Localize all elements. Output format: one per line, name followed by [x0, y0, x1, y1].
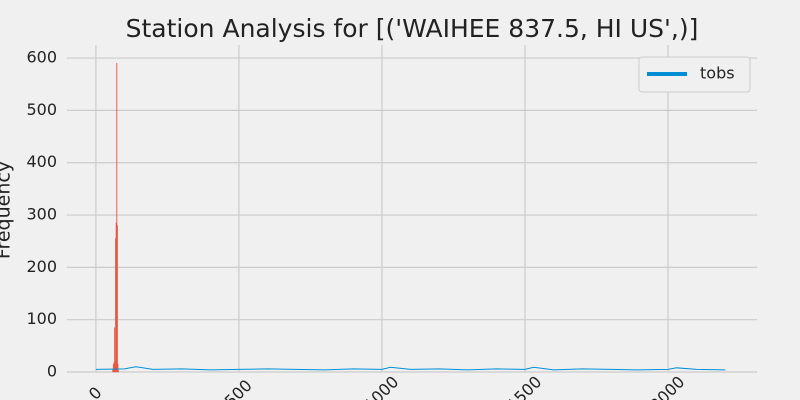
legend: tobs	[638, 56, 751, 93]
y-tick-label: 200	[26, 257, 57, 276]
histogram-bar	[116, 63, 118, 373]
y-tick-label: 300	[26, 205, 57, 224]
y-tick-label: 600	[26, 48, 57, 67]
y-tick-label: 0	[47, 362, 57, 381]
histogram-bar	[118, 370, 119, 373]
histogram-bar	[117, 364, 119, 373]
y-axis-label: Frequency	[0, 161, 15, 259]
y-tick-label: 500	[26, 100, 57, 119]
histogram-bar	[116, 225, 118, 373]
y-tick-label: 100	[26, 309, 57, 328]
line-series	[95, 366, 726, 371]
legend-label: tobs	[700, 64, 735, 83]
legend-box	[638, 56, 751, 93]
chart-title: Station Analysis for [('WAIHEE 837.5, HI…	[126, 14, 699, 43]
y-tick-label: 400	[26, 152, 57, 171]
histogram-bar	[114, 327, 115, 373]
